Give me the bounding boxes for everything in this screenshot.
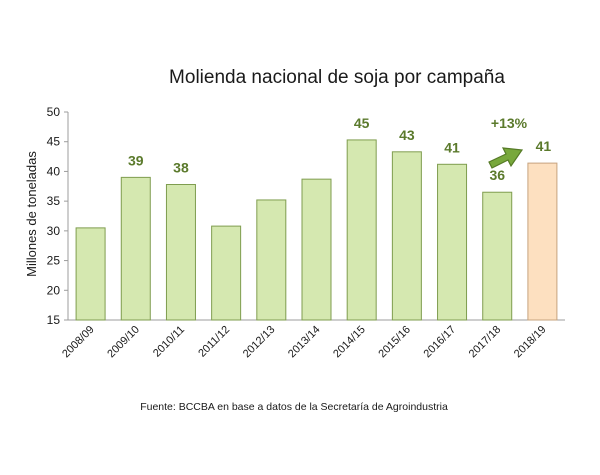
bar-2015-16 [391,151,422,321]
bar-2011-12 [211,225,242,321]
y-tick-label: 25 [47,254,61,268]
bar-2017-18 [482,191,513,321]
bar-2010-11 [165,184,196,321]
bar-2012-13 [256,199,287,321]
y-tick-label: 45 [47,135,61,149]
chart-title: Molienda nacional de soja por campaña [169,67,505,88]
bar-2008-09 [75,227,106,321]
data-label: 45 [354,115,370,131]
x-tick-label: 2008/09 [60,324,97,361]
data-label: 41 [536,138,552,154]
x-tick-label: 2013/14 [286,324,323,361]
source-note: Fuente: BCCBA en base a datos de la Secr… [140,401,448,413]
growth-annotation: +13% [488,115,528,169]
x-tick-label: 2014/15 [331,324,368,361]
x-tick-label: 2009/10 [105,324,142,361]
y-axis-label: Millones de toneladas [24,151,39,277]
y-tick-label: 50 [47,105,61,119]
data-label: 41 [444,139,460,155]
y-tick-label: 15 [47,313,61,327]
data-label: 43 [399,127,415,143]
data-label: 39 [128,152,144,168]
x-tick-label: 2012/13 [241,324,278,361]
x-tick-label: 2011/12 [196,324,232,360]
bar-2009-10 [120,176,151,321]
x-tick-label: 2016/17 [422,324,459,361]
y-tick-label: 30 [47,224,61,238]
x-tick-label: 2018/19 [512,324,549,361]
growth-label: +13% [491,115,528,131]
data-label: 36 [489,167,505,183]
bar-2016-17 [437,163,468,321]
bar-2018-19 [527,162,558,321]
x-tick-label: 2010/11 [151,324,187,360]
y-tick-label: 40 [47,164,61,178]
y-axis: 15 20 25 30 35 40 45 50 [47,105,565,327]
bar-2013-14 [301,178,332,321]
bar-2014-15 [346,139,377,321]
up-right-arrow-icon [488,147,524,169]
x-tick-label: 2015/16 [376,324,413,361]
data-label: 38 [173,160,189,176]
y-tick-label: 20 [47,283,61,297]
y-tick-label: 35 [47,194,61,208]
x-tick-label: 2017/18 [467,324,504,361]
